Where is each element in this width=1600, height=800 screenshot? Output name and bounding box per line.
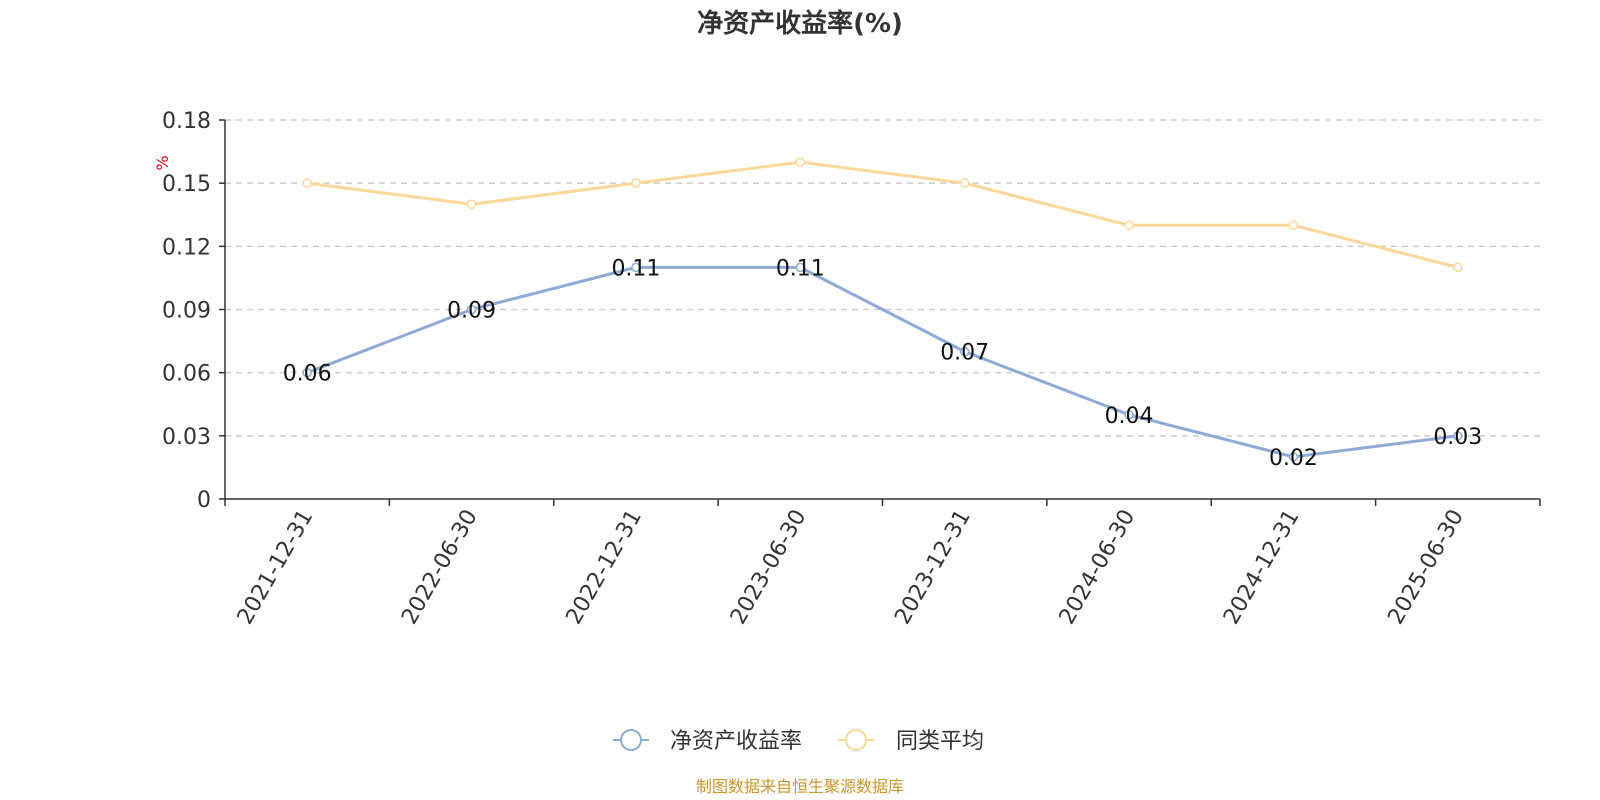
x-tick-label: 2025-06-30 (1383, 506, 1469, 629)
data-point (959, 178, 970, 188)
series-line (306, 160, 1459, 269)
data-point (631, 262, 641, 273)
y-axis-unit: % (153, 155, 172, 170)
series-line (306, 265, 1459, 459)
x-tick-label: 2023-06-30 (726, 506, 812, 629)
y-tick-label: 0.06 (162, 362, 211, 387)
data-label: 0.06 (283, 362, 332, 387)
y-tick-label: 0.18 (162, 109, 211, 134)
x-tick-label: 2022-12-31 (562, 506, 648, 629)
data-point (1124, 220, 1134, 231)
data-label: 0.11 (611, 256, 660, 281)
legend-label-series-2: 同类平均 (896, 729, 984, 754)
axes: 0 0.03 0.06 0.09 0.12 0.15 0.18 2021-12-31 2022-… (162, 109, 1541, 629)
series-2 (302, 157, 1463, 273)
data-label: 0.07 (940, 341, 989, 366)
x-tick-label: 2021-12-31 (233, 506, 319, 629)
y-tick-label: 0.12 (162, 235, 211, 260)
x-tick-label: 2023-12-31 (890, 506, 976, 629)
data-point (959, 346, 970, 357)
y-tick-label: 0.15 (162, 172, 211, 197)
x-tick-label: 2024-06-30 (1055, 506, 1141, 629)
y-tick-label: 0.09 (162, 299, 211, 324)
legend-marker-icon (620, 729, 642, 751)
y-tick-label: 0.03 (162, 425, 211, 450)
data-point (1453, 431, 1463, 441)
legend-label-series-1: 净资产收益率 (670, 729, 802, 754)
data-label: 0.03 (1433, 425, 1482, 450)
data-point (1288, 452, 1299, 462)
chart-title: 净资产收益率(%) (697, 8, 903, 39)
data-point (631, 178, 641, 188)
data-label: 0.02 (1269, 446, 1318, 471)
data-point (466, 304, 477, 315)
legend[interactable]: 净资产收益率 同类平均 (613, 729, 984, 754)
data-labels: 0.06 0.09 0.11 0.11 0.07 0.04 0.02 0.03 (283, 256, 1483, 471)
legend-item-series-1[interactable]: 净资产收益率 (613, 729, 802, 754)
data-point (795, 157, 806, 167)
data-source-note: 制图数据来自恒生聚源数据库 (696, 777, 904, 796)
data-point (302, 178, 312, 188)
data-label: 0.11 (776, 256, 825, 281)
data-label: 0.09 (447, 299, 496, 324)
x-tick-label: 2024-12-31 (1219, 506, 1305, 629)
data-point (1288, 220, 1299, 231)
series-1 (302, 262, 1463, 462)
y-tick-label: 0 (197, 488, 211, 513)
data-label: 0.04 (1105, 404, 1154, 429)
data-point (1453, 262, 1463, 273)
data-point (466, 199, 477, 209)
legend-item-series-2[interactable]: 同类平均 (838, 729, 984, 754)
data-point (1124, 410, 1134, 420)
legend-marker-icon (845, 729, 867, 751)
data-point (795, 262, 806, 273)
series-lines (302, 157, 1463, 462)
x-tick-label: 2022-06-30 (397, 506, 483, 629)
data-point (302, 367, 312, 378)
grid-lines (225, 119, 1540, 437)
